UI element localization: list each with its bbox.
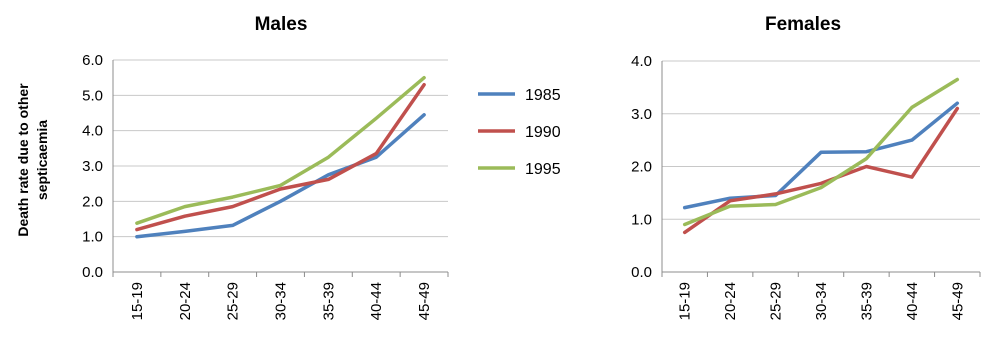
males-y-tick-label: 3.0 [82, 158, 103, 175]
legend-label-1990: 1990 [525, 124, 561, 141]
males-x-tick-label: 20-24 [177, 282, 194, 320]
females-y-tick-label: 3.0 [631, 106, 652, 123]
females-x-tick-label: 35-39 [858, 282, 875, 320]
females-series-1985-line [682, 101, 960, 210]
females-x-tick-label: 20-24 [722, 282, 739, 320]
y-axis-label-line-2: septicaemia [34, 120, 50, 200]
females-y-tick-label: 0.0 [631, 264, 652, 281]
females-series-1990-line [682, 106, 960, 235]
females-chart: Females 0.0 1.0 2.0 3.0 4.0 15-19 20-24 25-29 30… [631, 14, 981, 320]
females-x-tick-label: 25-29 [768, 282, 785, 320]
females-y-tick-label: 2.0 [631, 159, 652, 176]
females-x-tick-label: 40-44 [904, 282, 921, 320]
legend-label-1995: 1995 [525, 161, 561, 178]
females-plot-area: 0.0 1.0 2.0 3.0 4.0 15-19 20-24 25-29 30-34 35-39… [631, 53, 981, 320]
males-y-tick-label: 0.0 [82, 264, 103, 281]
females-title: Females [765, 14, 841, 35]
males-x-tick-label: 30-34 [273, 282, 290, 320]
legend-label-1985: 1985 [525, 87, 561, 104]
males-y-tick-label: 4.0 [82, 123, 103, 140]
females-y-tick-label: 4.0 [631, 53, 652, 70]
females-x-tick-label: 15-19 [677, 282, 694, 320]
males-x-tick-label: 15-19 [129, 282, 146, 320]
males-y-tick-label: 5.0 [82, 87, 103, 104]
y-axis-label-line-1: Death rate due to other [15, 83, 31, 237]
females-x-tick-label: 45-49 [949, 282, 966, 320]
males-y-tick-label: 6.0 [82, 52, 103, 69]
males-y-tick-label: 1.0 [82, 229, 103, 246]
males-chart: Males Death rate due to other septicaemi… [15, 14, 449, 320]
legend: 1985 1990 1995 [478, 87, 561, 178]
males-plot-area: 0.0 1.0 2.0 3.0 4.0 5.0 6.0 15-19 20-24 25-29 30-3… [82, 52, 449, 320]
males-title: Males [255, 14, 308, 35]
females-y-tick-label: 1.0 [631, 211, 652, 228]
males-x-tick-label: 25-29 [225, 282, 242, 320]
females-x-tick-label: 30-34 [813, 282, 830, 320]
males-x-tick-label: 40-44 [368, 282, 385, 320]
males-x-tick-label: 35-39 [320, 282, 337, 320]
males-x-tick-label: 45-49 [416, 282, 433, 320]
males-y-tick-label: 2.0 [82, 193, 103, 210]
